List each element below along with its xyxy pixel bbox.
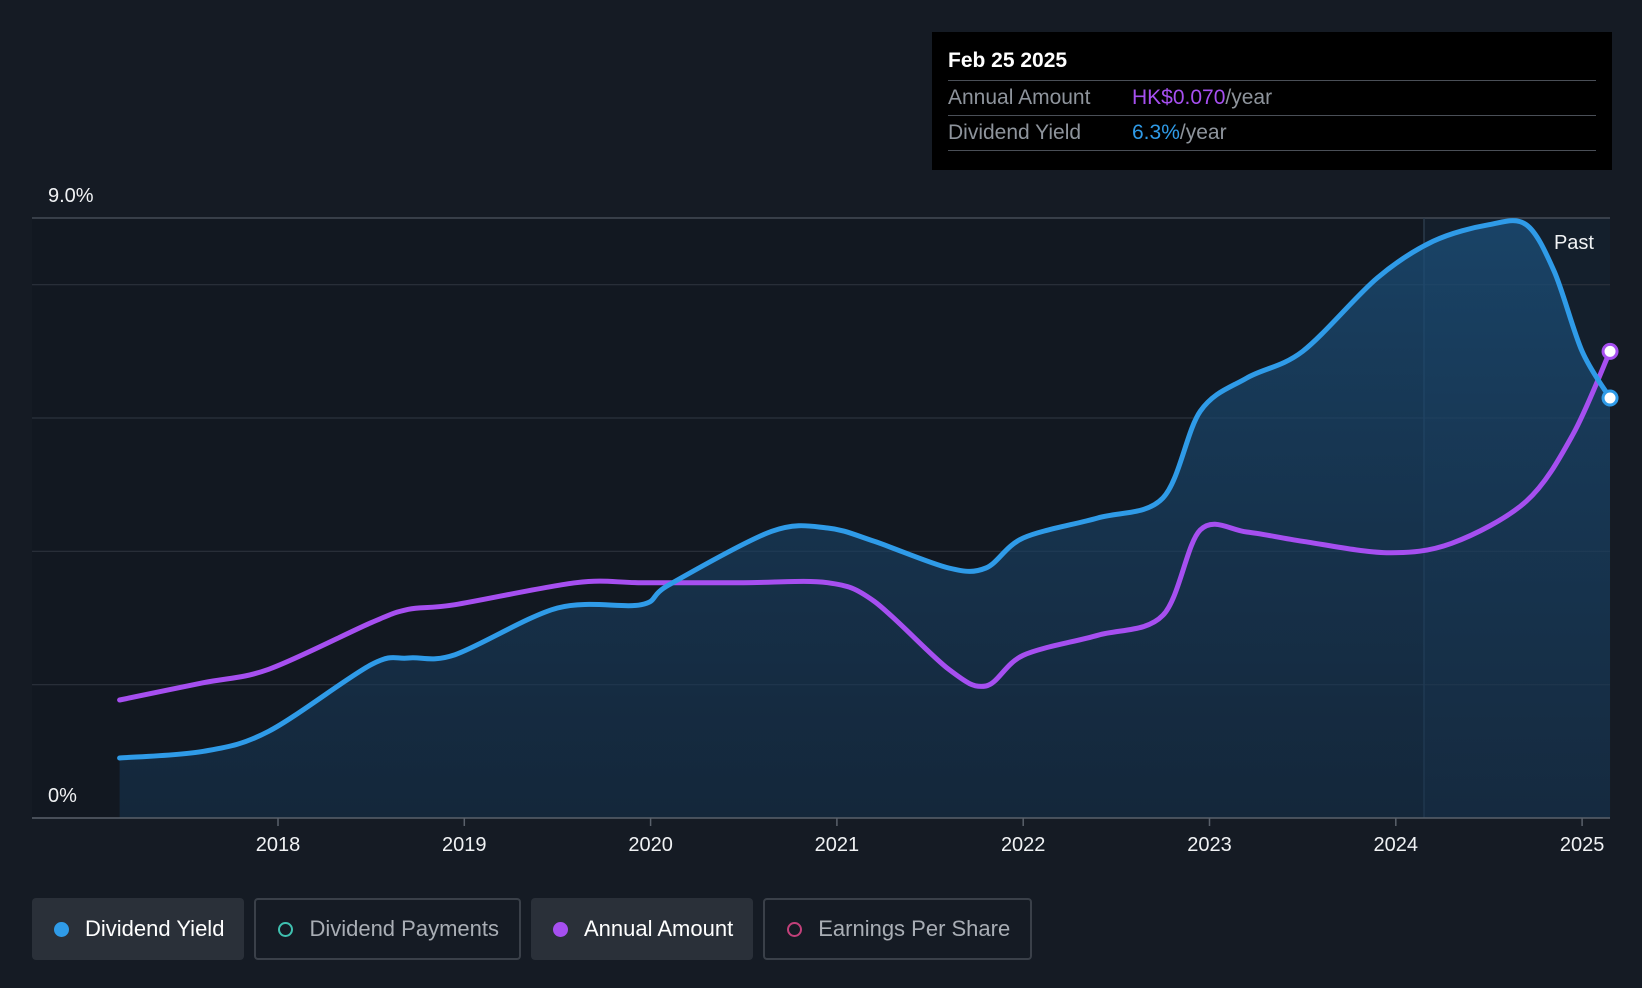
x-tick-label: 2018 <box>256 834 301 856</box>
legend-item-earnings-per-share[interactable]: Earnings Per Share <box>763 898 1033 960</box>
tooltip-row-dividend-yield: Dividend Yield 6.3% /year <box>948 116 1596 151</box>
legend-item-dividend-yield[interactable]: Dividend Yield <box>32 898 245 960</box>
legend-label: Dividend Payments <box>309 916 499 941</box>
tooltip-value: HK$0.070 <box>1132 86 1226 109</box>
dividend-yield-end-marker <box>1601 389 1619 407</box>
x-tick-label: 2020 <box>628 834 673 856</box>
annual-amount-end-marker <box>1601 342 1619 360</box>
legend-dot-icon <box>552 921 568 937</box>
y-tick-label-max: 9.0% <box>48 185 94 207</box>
dividend-yield-line <box>117 218 1613 761</box>
dividend-yield-area <box>119 220 1611 818</box>
tooltip-value: 6.3% <box>1132 121 1180 144</box>
legend-ring-icon <box>787 921 803 937</box>
tooltip-label: Dividend Yield <box>948 121 1082 144</box>
annual-amount-line <box>117 348 1613 703</box>
legend-item-annual-amount[interactable]: Annual Amount <box>530 898 754 960</box>
y-tick-label-min: 0% <box>48 785 77 807</box>
past-label: Past <box>1554 232 1594 254</box>
x-tick-label: 2023 <box>1187 834 1232 856</box>
tooltip-unit: /year <box>1225 86 1273 109</box>
legend-label: Annual Amount <box>583 916 734 941</box>
tooltip-unit: /year <box>1179 121 1227 144</box>
legend: Dividend Yield Dividend Payments Annual … <box>32 898 1042 960</box>
x-tick-label: 2024 <box>1374 834 1419 856</box>
x-tick-label: 2021 <box>815 834 860 856</box>
legend-dot-icon <box>54 921 69 937</box>
legend-label: Dividend Yield <box>85 916 225 941</box>
x-tick-label: 2019 <box>442 834 487 856</box>
x-tick-label: 2025 <box>1560 834 1605 856</box>
legend-ring-icon <box>278 921 294 937</box>
x-tick-label: 2022 <box>1001 834 1046 856</box>
tooltip-label: Annual Amount <box>948 86 1091 109</box>
x-axis-ticks: 2018 2019 2020 2021 2022 2023 2024 2025 <box>256 818 1605 856</box>
tooltip-row-annual-amount: Annual Amount HK$0.070 /year <box>948 81 1596 116</box>
tooltip-date: Feb 25 2025 <box>948 46 1596 81</box>
legend-label: Earnings Per Share <box>818 916 1011 941</box>
legend-item-dividend-payments[interactable]: Dividend Payments <box>254 898 521 960</box>
tooltip: Feb 25 2025 Annual Amount HK$0.070 /year… <box>932 32 1612 170</box>
